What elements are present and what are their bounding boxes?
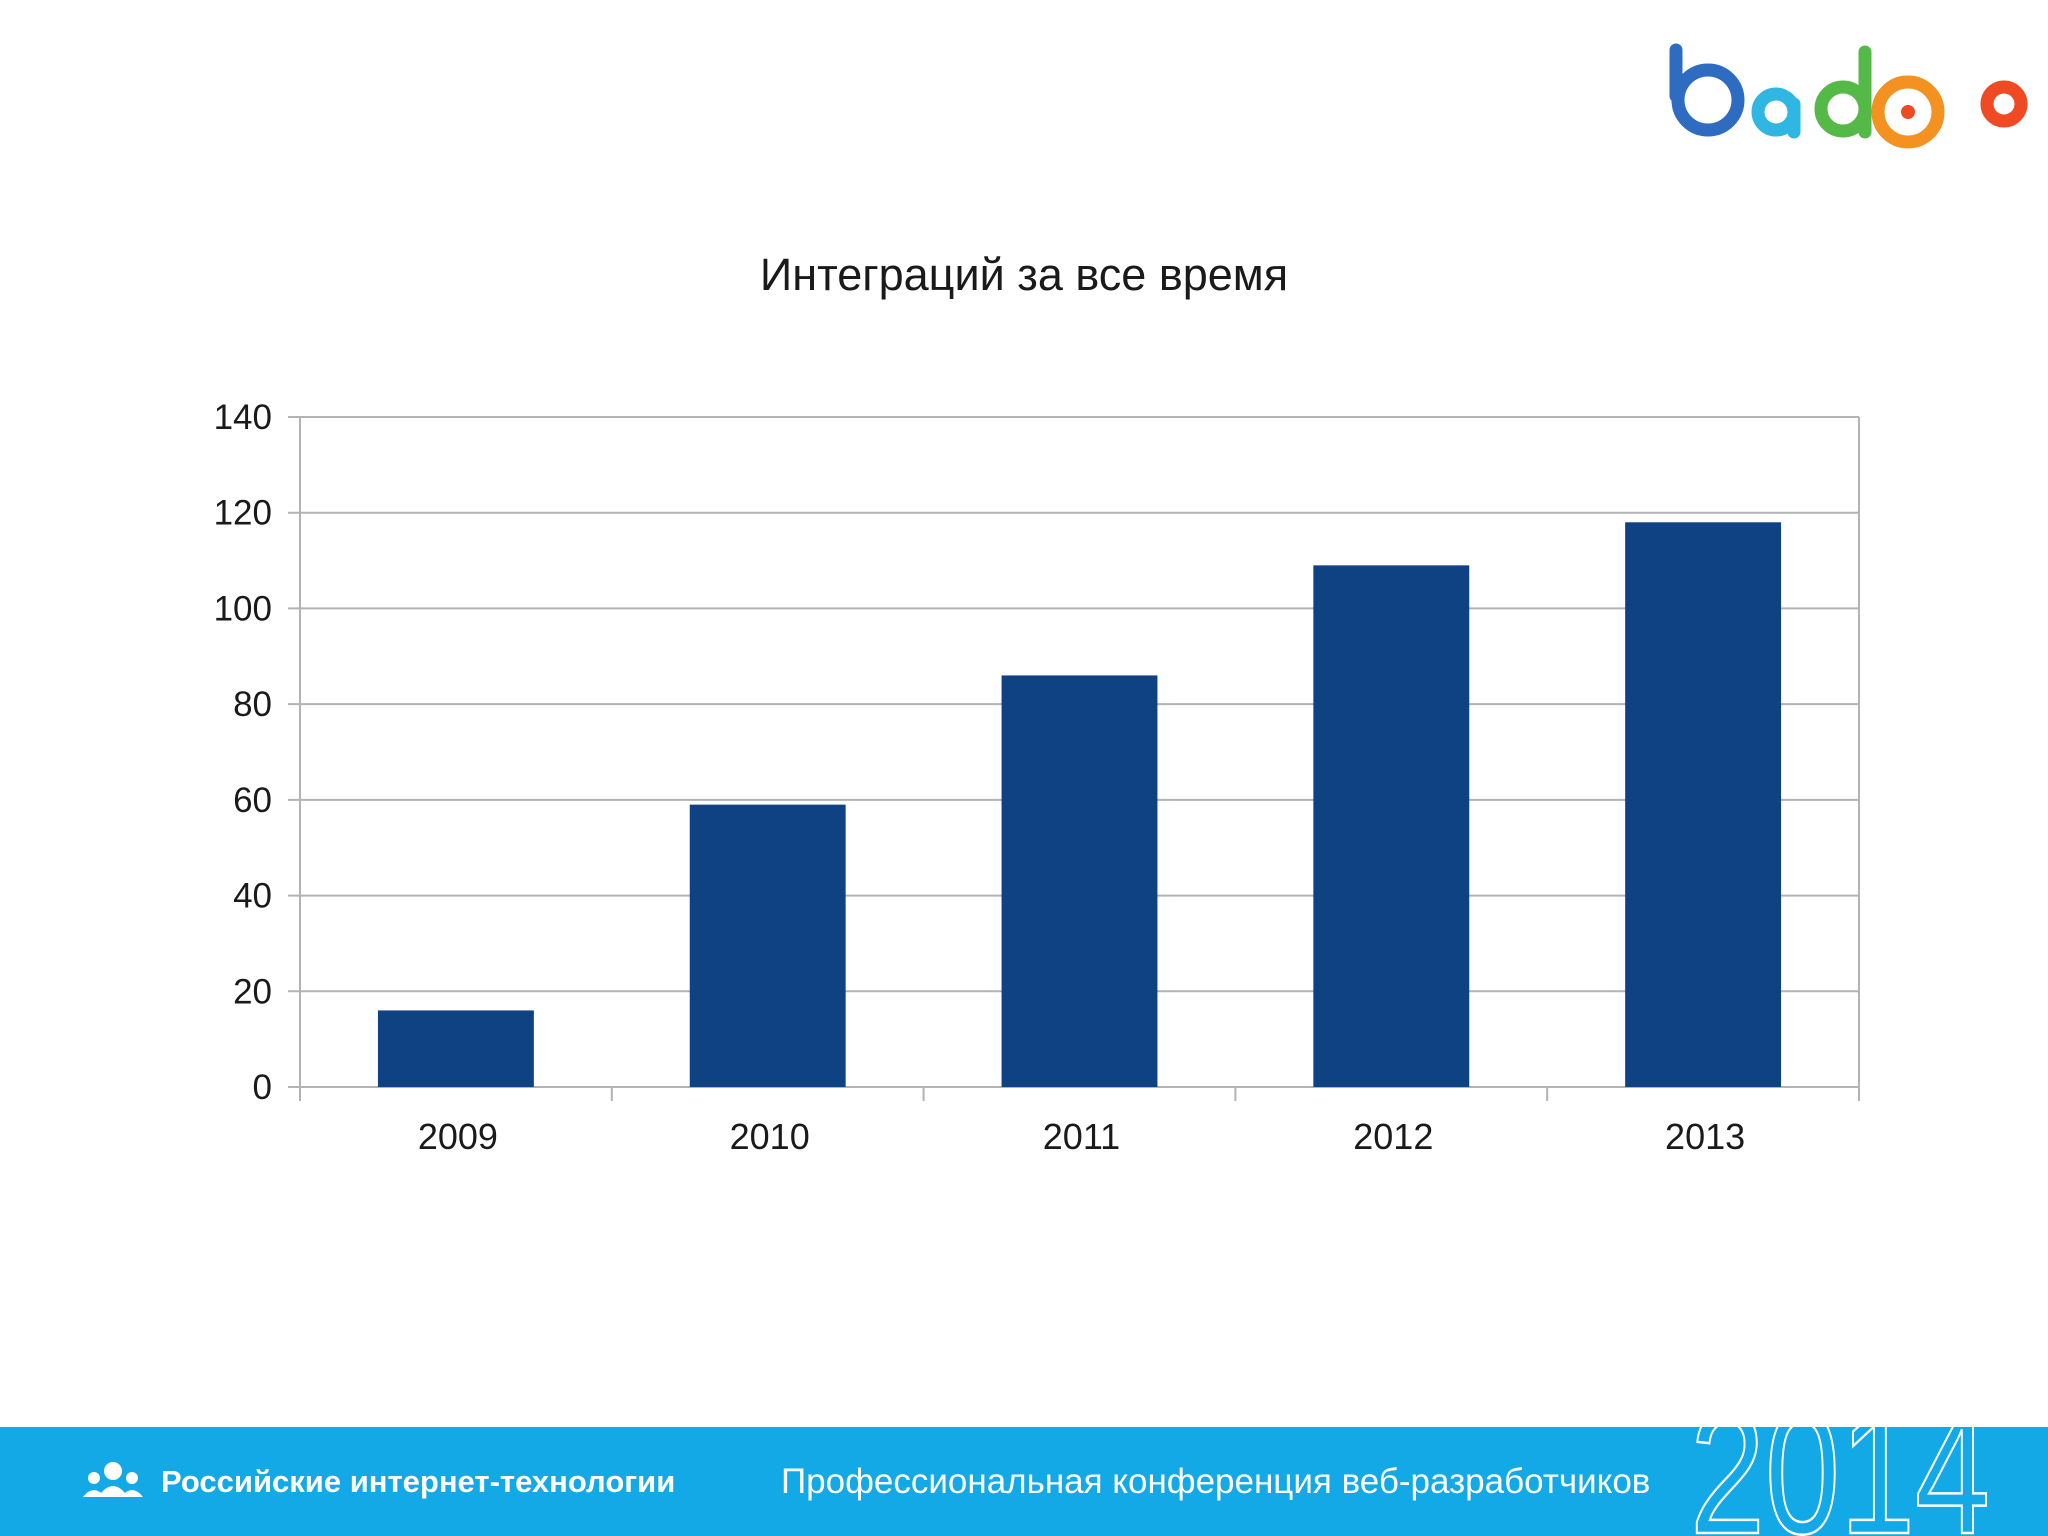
footer: Российские интернет-технологии Профессио… bbox=[0, 1427, 2048, 1536]
x-tick-label: 2012 bbox=[1353, 1116, 1433, 1157]
y-tick-label: 80 bbox=[233, 685, 272, 724]
x-tick-label: 2010 bbox=[730, 1116, 810, 1157]
footer-conference: Профессиональная конференция веб-разрабо… bbox=[781, 1462, 1651, 1501]
y-tick-label: 120 bbox=[214, 494, 272, 533]
svg-text:badoo: badoo bbox=[1668, 38, 1671, 39]
bar-2012 bbox=[1313, 565, 1470, 1087]
x-tick-label: 2011 bbox=[1043, 1116, 1120, 1157]
svg-text:2014: 2014 bbox=[1690, 1427, 1990, 1536]
chart-title: Интеграций за все время bbox=[760, 249, 1288, 300]
y-tick-label: 60 bbox=[233, 781, 272, 820]
bar-chart: Интеграций за все время 0 20 40 60 80 100 120 1… bbox=[214, 249, 1860, 1157]
people-icon bbox=[83, 1462, 143, 1497]
badoo-logo: badoo bbox=[1668, 38, 2028, 149]
y-tick-label: 0 bbox=[253, 1068, 272, 1107]
x-tick-label: 2009 bbox=[418, 1116, 498, 1157]
x-tick-label: 2013 bbox=[1665, 1116, 1745, 1157]
footer-year: 2014 bbox=[1690, 1427, 1991, 1536]
y-tick-label: 140 bbox=[214, 398, 272, 437]
y-tick-label: 20 bbox=[233, 972, 272, 1011]
y-tick-label: 100 bbox=[214, 589, 272, 628]
bar-2010 bbox=[689, 804, 846, 1087]
y-tick-label: 40 bbox=[233, 877, 272, 916]
bar-2011 bbox=[1001, 675, 1158, 1087]
footer-organization: Российские интернет-технологии bbox=[161, 1464, 676, 1499]
bar-2009 bbox=[377, 1010, 534, 1087]
bar-2013 bbox=[1625, 522, 1782, 1087]
